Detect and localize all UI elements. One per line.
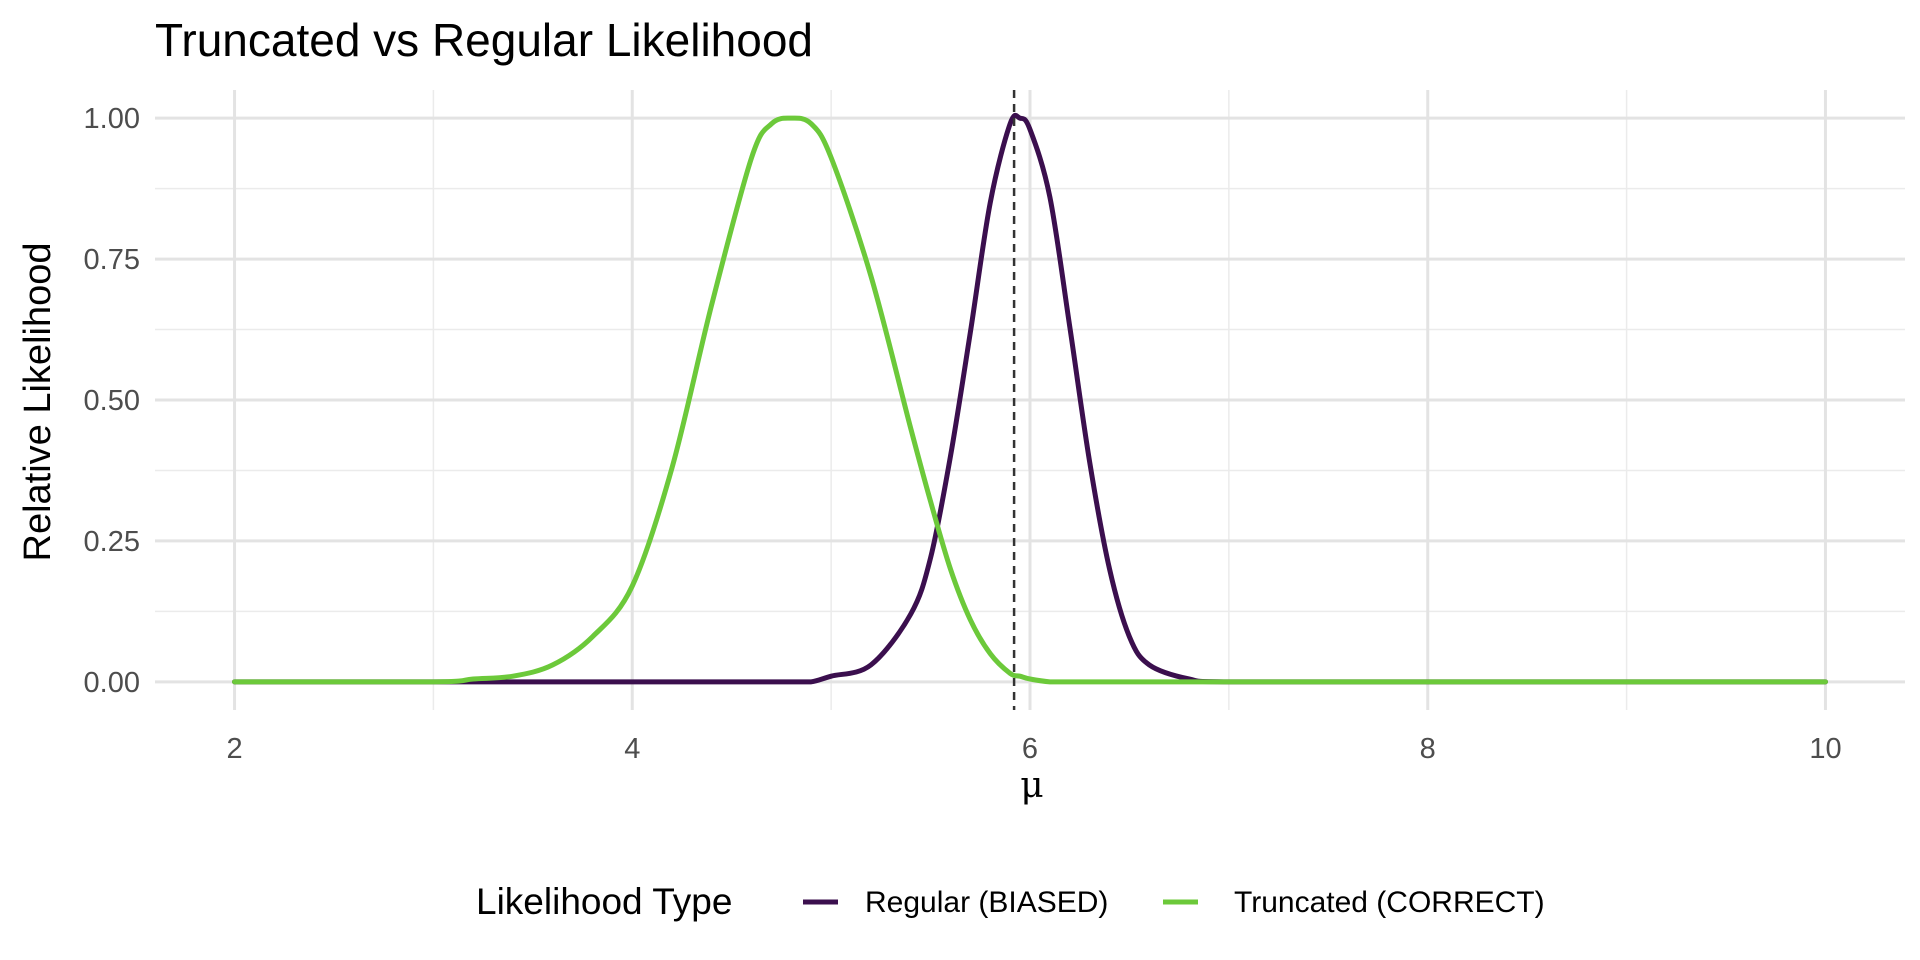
y-tick-label: 0.75 bbox=[84, 244, 140, 276]
x-tick-label: 8 bbox=[1420, 733, 1436, 765]
series-line-truncated bbox=[232, 115, 1828, 685]
legend-title: Likelihood Type bbox=[476, 881, 732, 922]
x-axis-title: μ bbox=[1020, 765, 1043, 806]
ticks-layer: 0.00 0.25 0.50 0.75 1.00 2 4 6 8 10 bbox=[84, 103, 1842, 765]
y-tick-label: 0.25 bbox=[84, 526, 140, 558]
x-tick-label: 6 bbox=[1022, 733, 1038, 765]
y-tick-label: 1.00 bbox=[84, 103, 140, 135]
x-tick-label: 10 bbox=[1809, 733, 1841, 765]
chart-title: Truncated vs Regular Likelihood bbox=[155, 14, 813, 66]
legend: Likelihood Type Regular (BIASED) Truncat… bbox=[476, 881, 1545, 922]
x-tick-label: 4 bbox=[624, 733, 640, 765]
series-line-regular bbox=[232, 112, 1828, 685]
x-tick-label: 2 bbox=[226, 733, 242, 765]
y-axis-title: Relative Likelihood bbox=[17, 243, 59, 562]
legend-label-truncated: Truncated (CORRECT) bbox=[1234, 886, 1545, 919]
grid-layer bbox=[155, 90, 1905, 710]
series-layer bbox=[232, 112, 1828, 685]
y-tick-label: 0.00 bbox=[84, 667, 140, 699]
y-tick-label: 0.50 bbox=[84, 385, 140, 417]
legend-label-regular: Regular (BIASED) bbox=[865, 886, 1108, 919]
